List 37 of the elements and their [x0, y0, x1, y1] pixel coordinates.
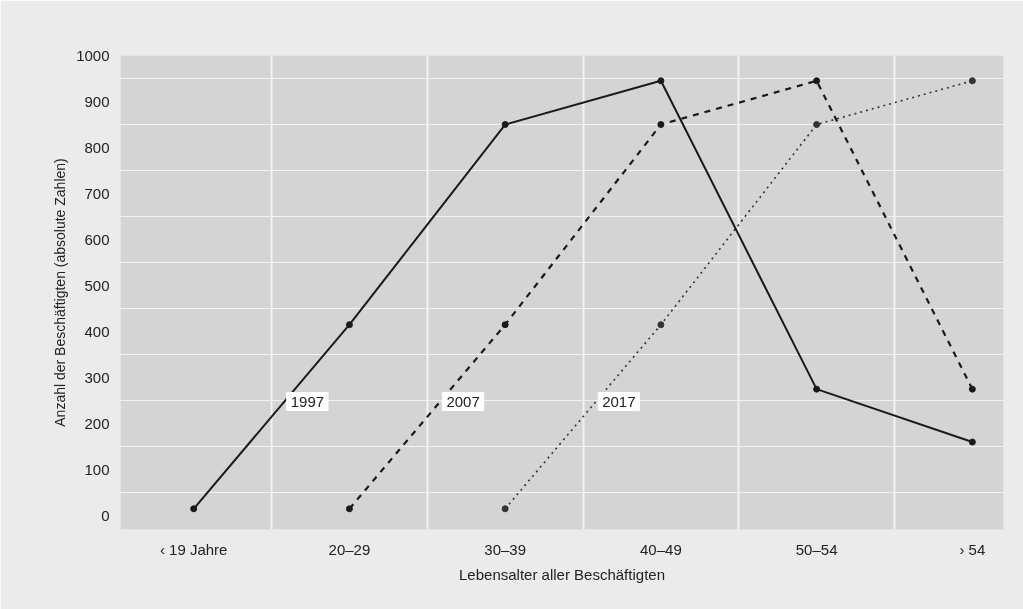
- series-label: 2017: [602, 392, 636, 410]
- point: [657, 77, 665, 85]
- point: [657, 321, 665, 329]
- x-axis-title: Lebensalter aller Beschäftigten: [459, 565, 665, 583]
- point: [345, 321, 353, 329]
- y-tick-label: 200: [84, 414, 110, 432]
- y-tick-label: 400: [84, 322, 110, 340]
- x-tick-label: 30–39: [484, 540, 527, 558]
- series-label: 2007: [446, 392, 480, 410]
- y-tick-label: 500: [84, 276, 110, 294]
- point: [813, 121, 821, 129]
- point: [968, 438, 976, 446]
- point: [968, 385, 976, 393]
- point: [968, 77, 976, 85]
- point: [501, 505, 509, 513]
- y-tick-label: 100: [84, 460, 110, 478]
- point: [657, 121, 665, 129]
- y-tick-label: 1000: [76, 46, 110, 64]
- y-tick-label: 600: [84, 230, 110, 248]
- x-tick-label: 50–54: [795, 540, 838, 558]
- y-axis-title: Anzahl der Beschäftigten (absolute Zahlen): [52, 158, 69, 427]
- y-tick-label: 300: [84, 368, 110, 386]
- y-tick-label: 0: [101, 506, 110, 524]
- y-tick-label: 800: [84, 138, 110, 156]
- point: [813, 77, 821, 85]
- point: [190, 505, 198, 513]
- point: [813, 385, 821, 393]
- y-tick-label: 900: [84, 92, 110, 110]
- x-tick-label: ‹ 19 Jahre: [159, 540, 228, 558]
- point: [501, 121, 509, 129]
- y-tick-label: 700: [84, 184, 110, 202]
- x-tick-label: › 54: [959, 540, 986, 558]
- point: [501, 321, 509, 329]
- point: [345, 505, 353, 513]
- x-tick-label: 40–49: [640, 540, 682, 558]
- x-tick-label: 20–29: [328, 540, 371, 558]
- series-label: 1997: [290, 392, 325, 410]
